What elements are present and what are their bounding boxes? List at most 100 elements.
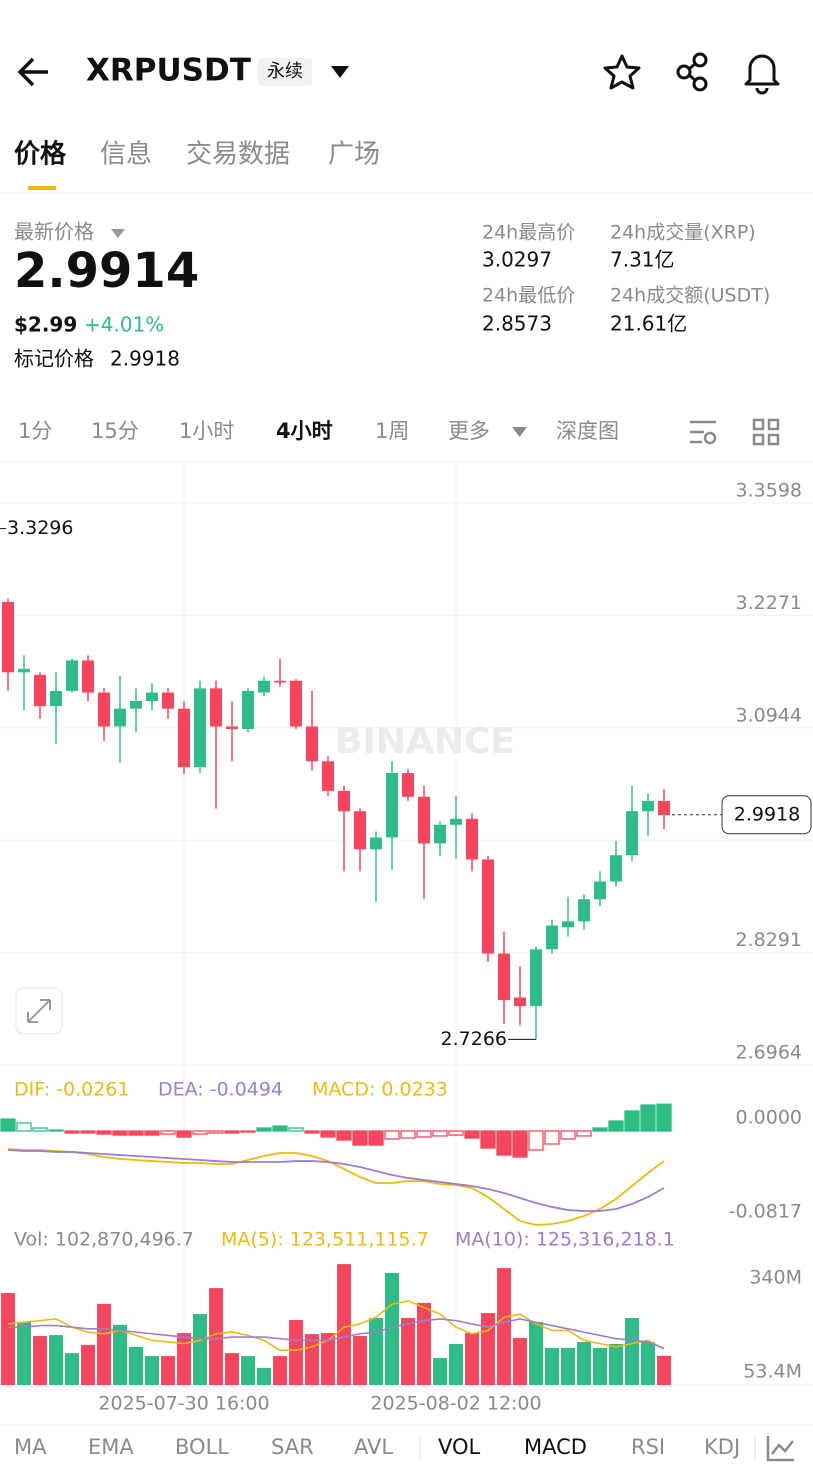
macd-bar: [400, 1130, 416, 1139]
legend-entry: Vol: 102,870,496.7: [14, 1229, 194, 1251]
volume-bar: [209, 1288, 223, 1385]
volume-bar: [33, 1336, 47, 1385]
macd-bar: [0, 1118, 16, 1132]
volume-bar: [17, 1321, 31, 1385]
indicator-active[interactable]: MACD: [524, 1435, 587, 1459]
interval-active[interactable]: 4小时: [276, 419, 333, 443]
back-button[interactable]: [17, 57, 48, 87]
share-button[interactable]: [676, 52, 708, 92]
macd-bar: [208, 1130, 224, 1134]
volume-bar: [225, 1353, 239, 1385]
candle-body: [386, 773, 398, 838]
interval[interactable]: 深度图: [556, 419, 619, 443]
candle-body: [594, 881, 606, 900]
tab[interactable]: 广场: [328, 140, 380, 170]
y-tick-label: 3.0944: [736, 704, 802, 726]
stat-label: 24h成交额(USDT): [610, 285, 770, 307]
macd-bar: [624, 1110, 640, 1132]
macd-bar: [256, 1127, 272, 1132]
candle-body: [66, 660, 78, 691]
macd-bar: [16, 1122, 32, 1132]
macd-bar: [544, 1130, 560, 1145]
legend-entry: MACD: 0.0233: [312, 1079, 448, 1101]
candle-body: [50, 690, 62, 707]
layout-button[interactable]: [752, 418, 780, 446]
tab[interactable]: 信息: [100, 140, 152, 170]
interval[interactable]: 15分: [91, 419, 139, 443]
macd-bar: [80, 1130, 96, 1134]
volume-bar: [369, 1317, 383, 1385]
macd-bar: [560, 1130, 576, 1140]
candle-body: [354, 811, 366, 850]
watermark: BINANCE: [335, 721, 515, 762]
volume-bar: [289, 1319, 303, 1385]
macd-line: [7, 1149, 665, 1212]
interval[interactable]: 1小时: [179, 419, 234, 443]
volume-bar: [625, 1317, 639, 1385]
badge: 永续: [267, 61, 303, 82]
mark-label: 标记价格: [14, 347, 94, 371]
volume-bar: [561, 1347, 575, 1385]
alert-button[interactable]: [744, 54, 780, 95]
macd-bar: [96, 1130, 112, 1135]
volume-bar: [241, 1356, 255, 1385]
candle-body: [210, 688, 222, 727]
y-tick-label: 53.4M: [743, 1361, 802, 1383]
indicator[interactable]: AVL: [354, 1435, 393, 1459]
macd-bar: [368, 1130, 384, 1146]
volume-bar: [529, 1321, 543, 1385]
indicator[interactable]: BOLL: [175, 1435, 229, 1459]
macd-bar: [528, 1130, 544, 1151]
candle-body: [482, 859, 494, 954]
favorite-button[interactable]: [603, 54, 641, 90]
volume-bar: [657, 1355, 671, 1385]
indicator[interactable]: EMA: [88, 1435, 134, 1459]
volume-bar: [97, 1303, 111, 1385]
price-change: +4.01%: [84, 313, 164, 337]
indicator[interactable]: MA: [14, 1435, 47, 1459]
candle-body: [546, 925, 558, 950]
x-tick-label: 2025-08-02 12:00: [370, 1393, 541, 1415]
candle-body: [258, 680, 270, 693]
candle-body: [658, 801, 670, 816]
interval[interactable]: 1分: [18, 419, 52, 443]
volume-bar: [177, 1333, 191, 1385]
indicator[interactable]: RSI: [631, 1435, 665, 1459]
macd-bar: [464, 1130, 480, 1139]
macd-bar: [352, 1130, 368, 1146]
interval[interactable]: 1周: [375, 419, 409, 443]
candle-body: [434, 824, 446, 844]
candle-body: [418, 796, 430, 844]
mark-price: 2.9918: [110, 347, 180, 371]
volume-bar: [49, 1335, 63, 1385]
symbol-dropdown[interactable]: [331, 66, 349, 78]
indicator[interactable]: KDJ: [704, 1435, 740, 1459]
indicator-active[interactable]: VOL: [438, 1435, 481, 1459]
stat-label: 24h成交量(XRP): [610, 222, 756, 244]
indicator[interactable]: SAR: [271, 1435, 314, 1459]
high-marker: 3.3296: [7, 517, 73, 539]
indicator-settings[interactable]: [766, 1436, 794, 1462]
settings-button[interactable]: [690, 420, 717, 445]
last-price: 2.9914: [14, 243, 199, 299]
interval[interactable]: 更多: [448, 419, 490, 443]
more-dropdown[interactable]: [512, 427, 527, 437]
tab-indicator: [28, 186, 56, 190]
price-label: 最新价格: [14, 220, 94, 244]
macd-bar: [160, 1130, 176, 1135]
tab-active[interactable]: 价格: [14, 139, 67, 170]
volume-bar: [385, 1272, 399, 1385]
legend-entry: MA(10): 125,316,218.1: [455, 1229, 675, 1251]
fullscreen-icon: [27, 999, 51, 1023]
price-dropdown[interactable]: [111, 229, 125, 238]
volume-bar: [1, 1293, 15, 1385]
badge-bg: [258, 58, 312, 86]
legend-entry: DEA: -0.0494: [158, 1079, 283, 1101]
macd-bar: [224, 1130, 240, 1134]
macd-bar: [640, 1104, 656, 1132]
volume-bar: [497, 1268, 511, 1385]
candle-body: [178, 708, 190, 768]
price-tag-label: 2.9918: [734, 803, 800, 825]
volume-bar: [513, 1338, 527, 1385]
tab[interactable]: 交易数据: [186, 140, 290, 170]
